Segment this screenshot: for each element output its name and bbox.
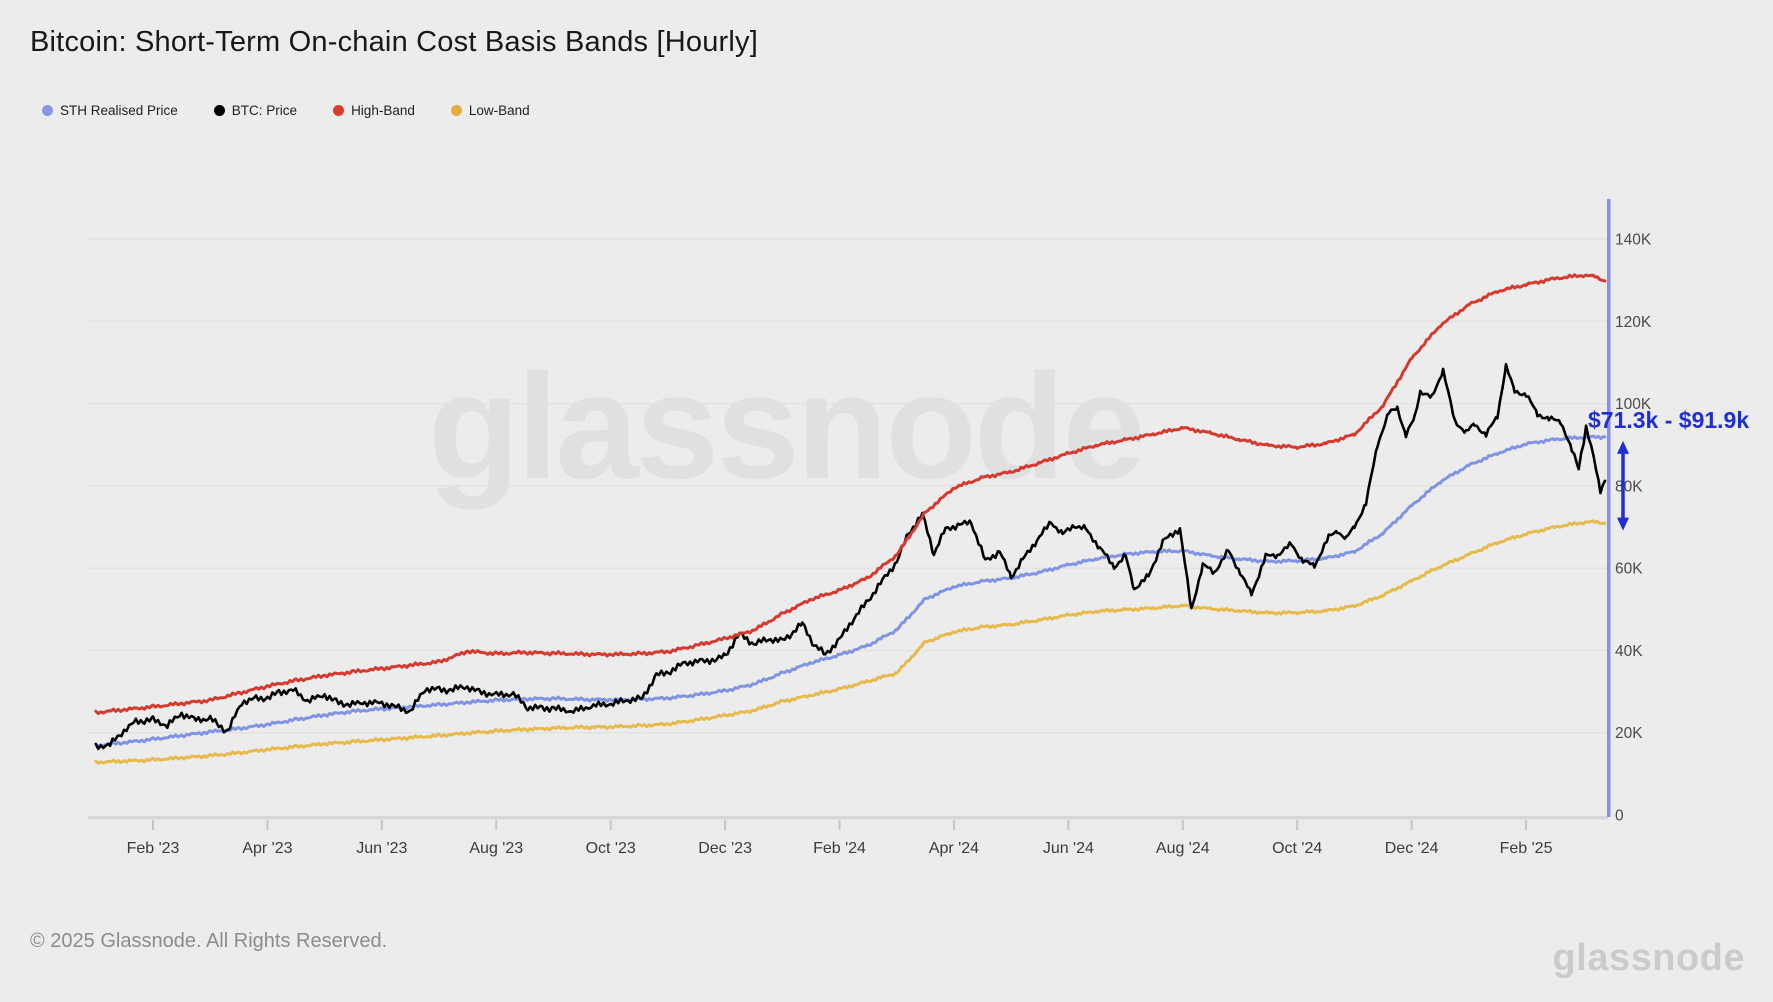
copyright-text: © 2025 Glassnode. All Rights Reserved.: [30, 930, 387, 953]
legend-label: STH Realised Price: [60, 103, 178, 118]
legend-label: BTC: Price: [232, 103, 297, 118]
sth-realised-price-dot-icon: [42, 105, 53, 116]
x-tick-label: Oct '24: [1272, 840, 1322, 857]
x-tick-label: Feb '24: [813, 840, 866, 857]
x-tick-label: Aug '23: [469, 840, 523, 857]
legend-item-low-band[interactable]: Low-Band: [451, 103, 530, 118]
x-tick-label: Apr '24: [929, 840, 979, 857]
low-band-dot-icon: [451, 105, 462, 116]
x-tick-label: Dec '24: [1385, 840, 1439, 857]
legend-item-sth-realised-price[interactable]: STH Realised Price: [42, 103, 178, 118]
chart-plot-area[interactable]: Feb '23 Apr '23 Jun '23 Aug '23 Oct '23 Dec '…: [0, 0, 1773, 1002]
x-tick-label: Feb '23: [127, 840, 180, 857]
series-line-btc-price: [96, 364, 1605, 749]
range-arrow-down-icon: [1617, 518, 1629, 531]
y-tick-label: 80K: [1615, 478, 1643, 495]
glassnode-chart-page: Bitcoin: Short-Term On-chain Cost Basis …: [0, 0, 1773, 1002]
page-title: Bitcoin: Short-Term On-chain Cost Basis …: [30, 26, 758, 59]
y-tick-label: 40K: [1615, 643, 1643, 660]
x-tick-label: Apr '23: [242, 840, 292, 857]
legend-label: Low-Band: [469, 103, 530, 118]
y-tick-label: 0: [1615, 808, 1624, 825]
x-tick-label: Oct '23: [586, 840, 636, 857]
y-axis-line: [1607, 199, 1611, 817]
series-line-high-band: [96, 275, 1605, 714]
y-tick-label: 20K: [1615, 725, 1643, 742]
x-tick-label: Jun '23: [356, 840, 407, 857]
x-tick-label: Jun '24: [1043, 840, 1094, 857]
y-tick-label: 140K: [1615, 231, 1652, 248]
series-line-sth-realised-price: [96, 436, 1605, 746]
x-tick-label: Dec '23: [698, 840, 752, 857]
series-line-low-band: [96, 521, 1605, 764]
price-range-annotation: $71.3k - $91.9k: [1588, 407, 1749, 434]
x-tick-label: Feb '25: [1500, 840, 1553, 857]
legend-item-btc-price[interactable]: BTC: Price: [214, 103, 297, 118]
x-axis-line: [88, 816, 1608, 820]
y-tick-label: 60K: [1615, 561, 1643, 578]
legend-item-high-band[interactable]: High-Band: [333, 103, 415, 118]
range-arrow-up-icon: [1617, 441, 1629, 454]
high-band-dot-icon: [333, 105, 344, 116]
y-tick-label: 120K: [1615, 314, 1652, 331]
legend-label: High-Band: [351, 103, 415, 118]
chart-legend: STH Realised Price BTC: Price High-Band …: [42, 103, 530, 118]
glassnode-logo: glassnode: [1553, 937, 1745, 980]
x-tick-label: Aug '24: [1156, 840, 1210, 857]
btc-price-dot-icon: [214, 105, 225, 116]
